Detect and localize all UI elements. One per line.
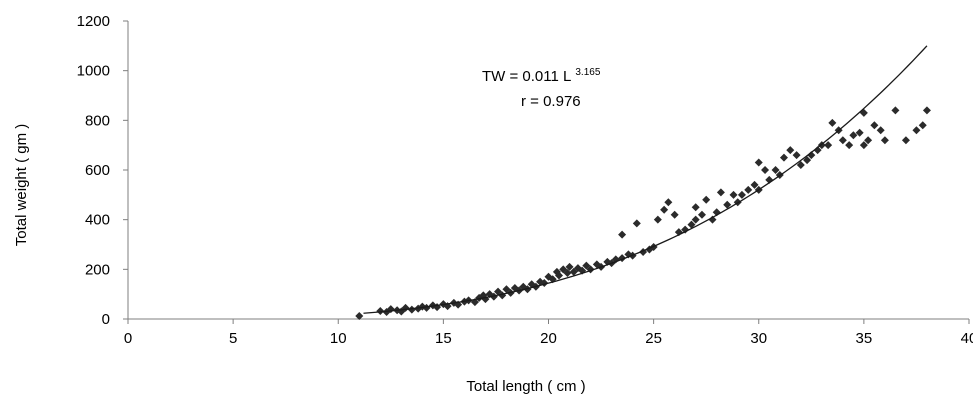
y-tick-label: 400 (85, 212, 110, 229)
data-point (828, 118, 837, 127)
x-tick-label: 40 (961, 330, 973, 347)
data-point (859, 141, 868, 150)
data-point (855, 128, 864, 137)
y-axis-title: Total weight ( gm ) (13, 124, 30, 247)
data-point (407, 305, 416, 314)
y-tick-label: 1000 (77, 63, 110, 80)
x-tick-label: 30 (750, 330, 767, 347)
data-point (376, 307, 385, 316)
data-point (670, 210, 679, 219)
data-point (771, 166, 780, 174)
data-point (922, 106, 931, 115)
trend-line (363, 45, 928, 314)
equation-exponent: 3.165 (575, 67, 600, 78)
data-point (681, 225, 690, 234)
correlation-label: r = 0.976 (521, 93, 581, 110)
data-point (660, 205, 669, 214)
data-point (691, 203, 700, 212)
data-point (355, 312, 364, 321)
data-point (716, 188, 725, 197)
y-tick-label: 1200 (77, 13, 110, 30)
data-point (792, 151, 801, 160)
data-point (664, 198, 673, 207)
data-point (761, 166, 770, 174)
data-point (803, 156, 812, 165)
data-point (737, 190, 746, 199)
x-tick-label: 10 (330, 330, 347, 347)
x-tick-label: 20 (540, 330, 557, 347)
y-tick-label: 600 (85, 162, 110, 179)
y-tick-label: 200 (85, 261, 110, 278)
data-point (632, 219, 641, 228)
data-point (555, 271, 564, 280)
x-tick-label: 5 (229, 330, 237, 347)
data-point (849, 131, 858, 140)
data-point (824, 141, 833, 150)
data-point (687, 220, 696, 229)
x-tick-label: 35 (856, 330, 873, 347)
data-point (702, 195, 711, 204)
data-point (813, 146, 822, 155)
axes (123, 20, 970, 324)
data-point (729, 190, 738, 199)
data-point (912, 126, 921, 135)
data-point (489, 292, 498, 301)
data-point (723, 200, 732, 209)
y-tick-label: 800 (85, 112, 110, 129)
data-point (838, 136, 847, 145)
data-point (754, 158, 763, 167)
data-point (901, 136, 910, 145)
data-point (880, 136, 889, 145)
data-point (653, 215, 662, 224)
data-point (864, 136, 873, 145)
x-axis-title: Total length ( cm ) (466, 378, 585, 394)
data-point (563, 269, 572, 278)
tick-labels: 0510152025303540020040060080010001200 (77, 13, 973, 347)
x-tick-label: 15 (435, 330, 452, 347)
data-point (845, 141, 854, 150)
data-point (422, 303, 431, 312)
data-point (891, 106, 900, 115)
data-point (786, 146, 795, 155)
equation-label: TW = 0.011 L 3.165 (482, 67, 601, 85)
data-point (708, 215, 717, 224)
data-point (807, 151, 816, 160)
x-tick-label: 25 (645, 330, 662, 347)
x-tick-label: 0 (124, 330, 132, 347)
data-point (565, 262, 574, 271)
data-point (750, 180, 759, 189)
data-point (691, 215, 700, 224)
data-point (618, 230, 627, 239)
data-point (870, 121, 879, 130)
data-point (796, 161, 805, 170)
data-point (876, 126, 885, 135)
data-point (779, 153, 788, 162)
y-tick-label: 0 (102, 311, 110, 328)
equation-text: TW = 0.011 L (482, 68, 571, 85)
data-point (918, 121, 927, 130)
data-point (744, 185, 753, 194)
data-point (697, 210, 706, 219)
